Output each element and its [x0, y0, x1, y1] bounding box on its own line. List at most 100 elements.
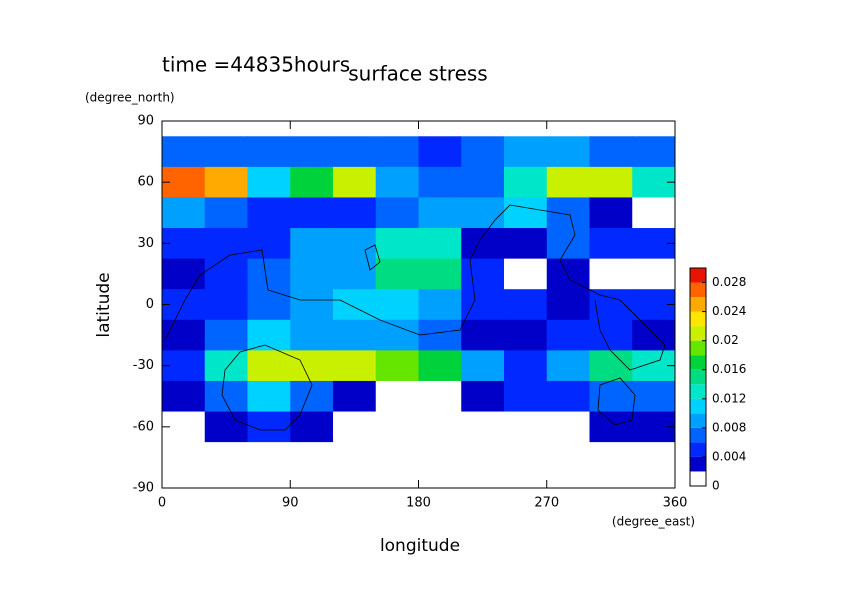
cell — [546, 197, 590, 229]
cell — [418, 289, 462, 321]
cell — [375, 136, 419, 168]
cell — [418, 442, 462, 474]
cell — [247, 411, 291, 443]
cell — [333, 442, 377, 474]
colorbar-band — [690, 282, 706, 298]
cell — [504, 136, 548, 168]
cell — [247, 380, 291, 413]
cell — [204, 380, 248, 413]
colorbar-band — [690, 456, 706, 472]
cell — [375, 411, 419, 443]
cell — [461, 319, 505, 351]
cell — [589, 136, 633, 168]
coastline — [364, 244, 381, 271]
cell — [632, 442, 675, 474]
cell — [461, 442, 505, 474]
cell — [333, 166, 377, 198]
cell — [375, 289, 419, 321]
cell — [333, 228, 377, 260]
cell — [418, 411, 462, 443]
cell — [546, 136, 590, 168]
cell — [204, 197, 248, 229]
colorbar-band — [690, 297, 706, 312]
cell — [333, 319, 377, 351]
cell — [504, 411, 548, 443]
cell — [290, 350, 334, 382]
cell — [632, 136, 675, 168]
cell — [162, 197, 206, 229]
cell — [589, 411, 633, 443]
cell — [461, 380, 505, 413]
cell — [589, 166, 633, 198]
chart-title: surface stress — [348, 62, 487, 86]
cell — [375, 380, 419, 413]
cell — [546, 228, 590, 260]
cell — [589, 319, 633, 351]
y-tick-label: 90 — [137, 114, 154, 129]
colorbar-band — [690, 268, 706, 283]
cell — [162, 319, 206, 351]
cell — [204, 258, 248, 290]
cell — [375, 228, 419, 260]
cell — [546, 289, 590, 321]
cell — [461, 228, 505, 260]
cell — [461, 166, 505, 198]
cell — [418, 350, 462, 382]
cell — [333, 136, 377, 168]
cell — [418, 228, 462, 260]
cell — [290, 442, 334, 474]
cell — [290, 289, 334, 321]
cell — [333, 197, 377, 229]
cell — [290, 166, 334, 198]
y-tick-label: -30 — [133, 358, 154, 373]
cell — [162, 258, 206, 290]
colorbar-tick-label: 0.016 — [712, 362, 746, 376]
cell — [247, 197, 291, 229]
cell — [504, 319, 548, 351]
cell — [461, 197, 505, 229]
cell — [589, 258, 633, 290]
cell — [461, 258, 505, 290]
cell — [589, 228, 633, 260]
colorbar-band — [690, 311, 706, 327]
cell — [290, 136, 334, 168]
colorbar-band — [690, 355, 706, 370]
cell — [290, 258, 334, 290]
cell — [290, 197, 334, 229]
cell — [333, 258, 377, 290]
cell — [589, 197, 633, 229]
cell — [247, 319, 291, 351]
cell — [375, 319, 419, 351]
colorbar-band — [690, 384, 706, 399]
x-tick-label: 0 — [158, 496, 166, 511]
cell — [504, 166, 548, 198]
cell — [290, 411, 334, 443]
coastlines — [164, 204, 666, 431]
cell — [632, 258, 675, 290]
cell — [375, 258, 419, 290]
cell — [589, 380, 633, 413]
cell — [546, 380, 590, 413]
cell — [204, 350, 248, 382]
y-unit: (degree_north) — [85, 91, 175, 105]
cell — [589, 289, 633, 321]
cell — [461, 350, 505, 382]
colorbar-band — [690, 369, 706, 385]
colorbar-band — [690, 427, 706, 443]
cell — [418, 197, 462, 229]
cell — [418, 136, 462, 168]
cell — [204, 136, 248, 168]
x-tick-label: 180 — [406, 496, 431, 511]
cell — [546, 411, 590, 443]
colorbar-band — [690, 398, 706, 414]
cell — [290, 228, 334, 260]
y-tick-label: 0 — [146, 297, 154, 312]
cell — [589, 442, 633, 474]
coastline — [221, 344, 313, 431]
cell — [333, 289, 377, 321]
cell — [333, 380, 377, 413]
coastline — [164, 204, 666, 371]
cell — [504, 350, 548, 382]
